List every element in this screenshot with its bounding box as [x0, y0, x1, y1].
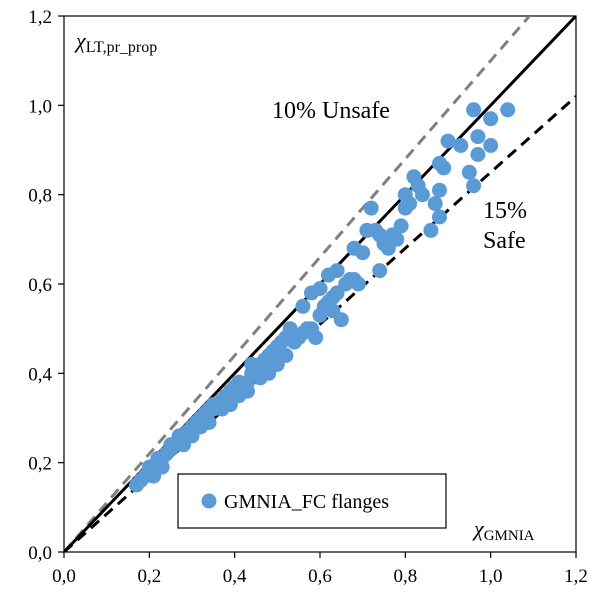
- data-points: [129, 102, 516, 493]
- data-point-111: [500, 102, 516, 118]
- y-tick-label: 0,4: [28, 364, 52, 385]
- y-axis-label-sub: LT,pr_prop: [86, 39, 158, 56]
- data-point-98: [432, 209, 447, 225]
- y-tick-label: 0,8: [28, 186, 52, 207]
- data-point-114: [295, 298, 311, 314]
- y-tick-label: 0,0: [28, 543, 52, 564]
- reference-line-1: [64, 16, 532, 552]
- x-axis-label: χGMNIA: [472, 516, 535, 544]
- legend: GMNIA_FC flanges: [177, 473, 447, 529]
- data-point-104: [461, 164, 477, 180]
- data-point-92: [402, 196, 418, 212]
- data-point-59: [278, 348, 294, 363]
- data-point-109: [483, 138, 499, 153]
- data-point-89: [393, 218, 409, 234]
- x-tick-label: 0,2: [137, 566, 161, 587]
- data-point-105: [466, 178, 482, 194]
- data-point-82: [363, 200, 379, 216]
- data-point-107: [470, 129, 486, 145]
- safe-line-label: 15% Safe: [483, 198, 527, 254]
- x-tick-label: 1,0: [479, 566, 503, 587]
- data-point-99: [432, 182, 447, 198]
- x-tick-label: 0,0: [52, 566, 76, 587]
- data-point-72: [312, 281, 328, 296]
- y-tick-label: 0,6: [28, 275, 52, 296]
- axis-ticks: 0,0 0,2 0,4 0,6 0,8 1,0 1,2 0,0 0,2 0,4 0,6 0,8 1,0 1…: [28, 7, 588, 587]
- data-point-101: [432, 155, 447, 171]
- legend-entry-label: GMNIA_FC flanges: [224, 491, 389, 513]
- data-point-80: [325, 303, 341, 319]
- safe-label-line-2: Safe: [483, 228, 526, 254]
- data-point-78: [350, 276, 366, 292]
- data-point-32: [201, 415, 217, 430]
- data-point-88: [389, 231, 405, 247]
- x-tick-label: 0,8: [393, 566, 417, 587]
- data-point-74: [329, 263, 345, 279]
- data-point-108: [470, 147, 486, 162]
- x-tick-label: 0,4: [223, 566, 247, 587]
- data-point-12: [154, 459, 170, 475]
- y-axis-label: χLT,pr_prop: [74, 28, 157, 56]
- x-tick-label: 1,2: [564, 566, 588, 587]
- y-tick-label: 1,0: [28, 96, 52, 117]
- unsafe-label-line-1: 10% Unsafe: [272, 98, 390, 124]
- data-point-65: [308, 330, 324, 346]
- x-axis-label-main: χ: [472, 516, 485, 541]
- legend-box: [177, 473, 447, 529]
- data-point-102: [440, 133, 456, 149]
- data-point-106: [466, 102, 482, 118]
- x-axis-label-sub: GMNIA: [484, 528, 535, 544]
- safe-label-line-1: 15%: [483, 198, 527, 224]
- unsafe-line-label: 10% Unsafe: [272, 98, 390, 124]
- x-tick-label: 0,6: [308, 566, 332, 587]
- data-point-103: [453, 138, 469, 153]
- data-point-110: [483, 111, 499, 127]
- y-axis-label-main: χ: [74, 28, 87, 53]
- data-point-115: [372, 263, 388, 279]
- data-point-97: [427, 196, 443, 212]
- data-point-46: [240, 383, 255, 399]
- y-tick-label: 0,2: [28, 454, 52, 475]
- data-point-96: [423, 222, 439, 238]
- legend-marker: [201, 493, 217, 509]
- data-point-95: [414, 187, 430, 203]
- data-point-113: [355, 245, 371, 261]
- y-tick-label: 1,2: [28, 7, 52, 28]
